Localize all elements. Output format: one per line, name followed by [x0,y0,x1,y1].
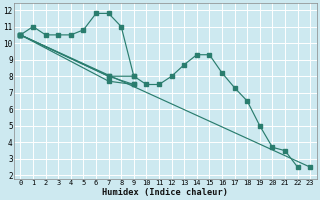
X-axis label: Humidex (Indice chaleur): Humidex (Indice chaleur) [102,188,228,197]
